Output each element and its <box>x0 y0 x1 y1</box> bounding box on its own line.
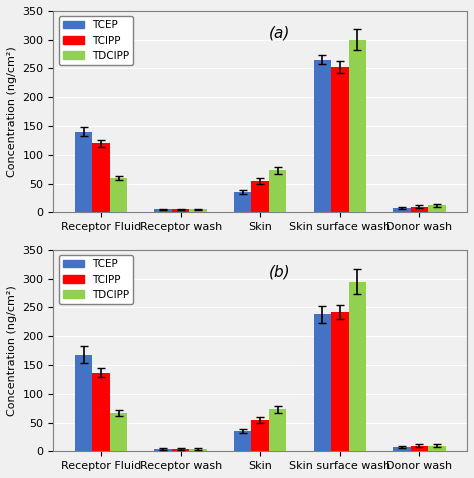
Bar <box>155 449 172 451</box>
Text: (b): (b) <box>268 264 290 279</box>
Bar <box>75 132 92 212</box>
Bar <box>313 315 331 451</box>
Bar <box>190 449 207 451</box>
Bar <box>110 413 128 451</box>
Bar <box>75 355 92 451</box>
Bar <box>92 143 110 212</box>
Text: (a): (a) <box>268 25 290 40</box>
Bar <box>393 447 410 451</box>
Bar <box>348 40 366 212</box>
Bar <box>172 209 190 212</box>
Bar <box>393 208 410 212</box>
Bar <box>410 206 428 212</box>
Bar <box>348 282 366 451</box>
Bar <box>234 431 251 451</box>
Bar <box>172 449 190 451</box>
Bar <box>331 67 348 212</box>
Bar <box>190 209 207 212</box>
Bar <box>251 420 269 451</box>
Y-axis label: Concentration (ng/cm²): Concentration (ng/cm²) <box>7 46 17 177</box>
Bar <box>269 170 286 212</box>
Bar <box>331 312 348 451</box>
Y-axis label: Concentration (ng/cm²): Concentration (ng/cm²) <box>7 285 17 416</box>
Bar <box>155 209 172 212</box>
Bar <box>92 372 110 451</box>
Bar <box>428 445 446 451</box>
Bar <box>251 181 269 212</box>
Bar <box>269 409 286 451</box>
Bar <box>410 445 428 451</box>
Legend: TCEP, TCIPP, TDCIPP: TCEP, TCIPP, TDCIPP <box>59 255 133 304</box>
Legend: TCEP, TCIPP, TDCIPP: TCEP, TCIPP, TDCIPP <box>59 16 133 65</box>
Bar <box>110 178 128 212</box>
Bar <box>313 60 331 212</box>
Bar <box>428 206 446 212</box>
Bar <box>234 192 251 212</box>
